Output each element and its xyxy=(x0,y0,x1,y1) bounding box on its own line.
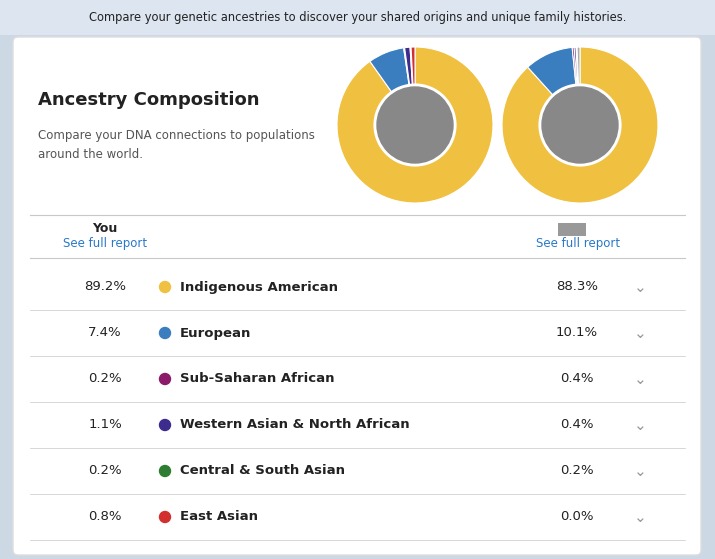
Text: 88.3%: 88.3% xyxy=(556,281,598,293)
Text: Indigenous American: Indigenous American xyxy=(180,281,338,293)
Text: 89.2%: 89.2% xyxy=(84,281,126,293)
FancyBboxPatch shape xyxy=(558,223,586,236)
Text: See full report: See full report xyxy=(63,236,147,249)
Text: 7.4%: 7.4% xyxy=(88,326,122,339)
Text: ⌄: ⌄ xyxy=(633,509,646,524)
Text: 10.1%: 10.1% xyxy=(556,326,598,339)
Wedge shape xyxy=(404,48,415,125)
Wedge shape xyxy=(528,48,580,125)
Text: 0.2%: 0.2% xyxy=(88,465,122,477)
Wedge shape xyxy=(370,48,415,125)
Text: 0.2%: 0.2% xyxy=(560,465,594,477)
Circle shape xyxy=(377,87,453,163)
Text: Compare your DNA connections to populations
around the world.: Compare your DNA connections to populati… xyxy=(38,129,315,162)
Wedge shape xyxy=(405,47,415,125)
Text: Sub-Saharan African: Sub-Saharan African xyxy=(180,372,335,386)
Text: ⌄: ⌄ xyxy=(633,280,646,295)
Circle shape xyxy=(159,282,170,292)
Circle shape xyxy=(330,40,500,210)
Text: ⌄: ⌄ xyxy=(633,418,646,433)
Circle shape xyxy=(159,328,170,339)
FancyBboxPatch shape xyxy=(0,0,715,35)
Text: 0.4%: 0.4% xyxy=(561,419,593,432)
Text: 0.2%: 0.2% xyxy=(88,372,122,386)
Circle shape xyxy=(542,87,618,163)
Text: 1.1%: 1.1% xyxy=(88,419,122,432)
Text: 0.4%: 0.4% xyxy=(561,372,593,386)
Text: Central & South Asian: Central & South Asian xyxy=(180,465,345,477)
Circle shape xyxy=(495,40,665,210)
Text: European: European xyxy=(180,326,252,339)
Text: You: You xyxy=(92,221,118,234)
Circle shape xyxy=(159,419,170,430)
Text: 0.8%: 0.8% xyxy=(88,510,122,523)
Wedge shape xyxy=(502,47,658,203)
Wedge shape xyxy=(337,47,493,203)
Text: ⌄: ⌄ xyxy=(633,325,646,340)
Wedge shape xyxy=(577,47,580,125)
Text: 0.0%: 0.0% xyxy=(561,510,593,523)
Wedge shape xyxy=(572,47,580,125)
Circle shape xyxy=(159,373,170,385)
Text: ⌄: ⌄ xyxy=(633,372,646,386)
Wedge shape xyxy=(576,47,580,125)
Text: Ancestry Composition: Ancestry Composition xyxy=(38,91,260,109)
Wedge shape xyxy=(410,47,415,125)
Circle shape xyxy=(159,466,170,476)
Text: Compare your genetic ancestries to discover your shared origins and unique famil: Compare your genetic ancestries to disco… xyxy=(89,11,626,24)
Text: See full report: See full report xyxy=(536,236,620,249)
Text: Western Asian & North African: Western Asian & North African xyxy=(180,419,410,432)
Wedge shape xyxy=(411,47,415,125)
Text: ⌄: ⌄ xyxy=(633,463,646,479)
FancyBboxPatch shape xyxy=(13,37,701,555)
Wedge shape xyxy=(574,47,580,125)
Text: East Asian: East Asian xyxy=(180,510,258,523)
Circle shape xyxy=(159,511,170,523)
